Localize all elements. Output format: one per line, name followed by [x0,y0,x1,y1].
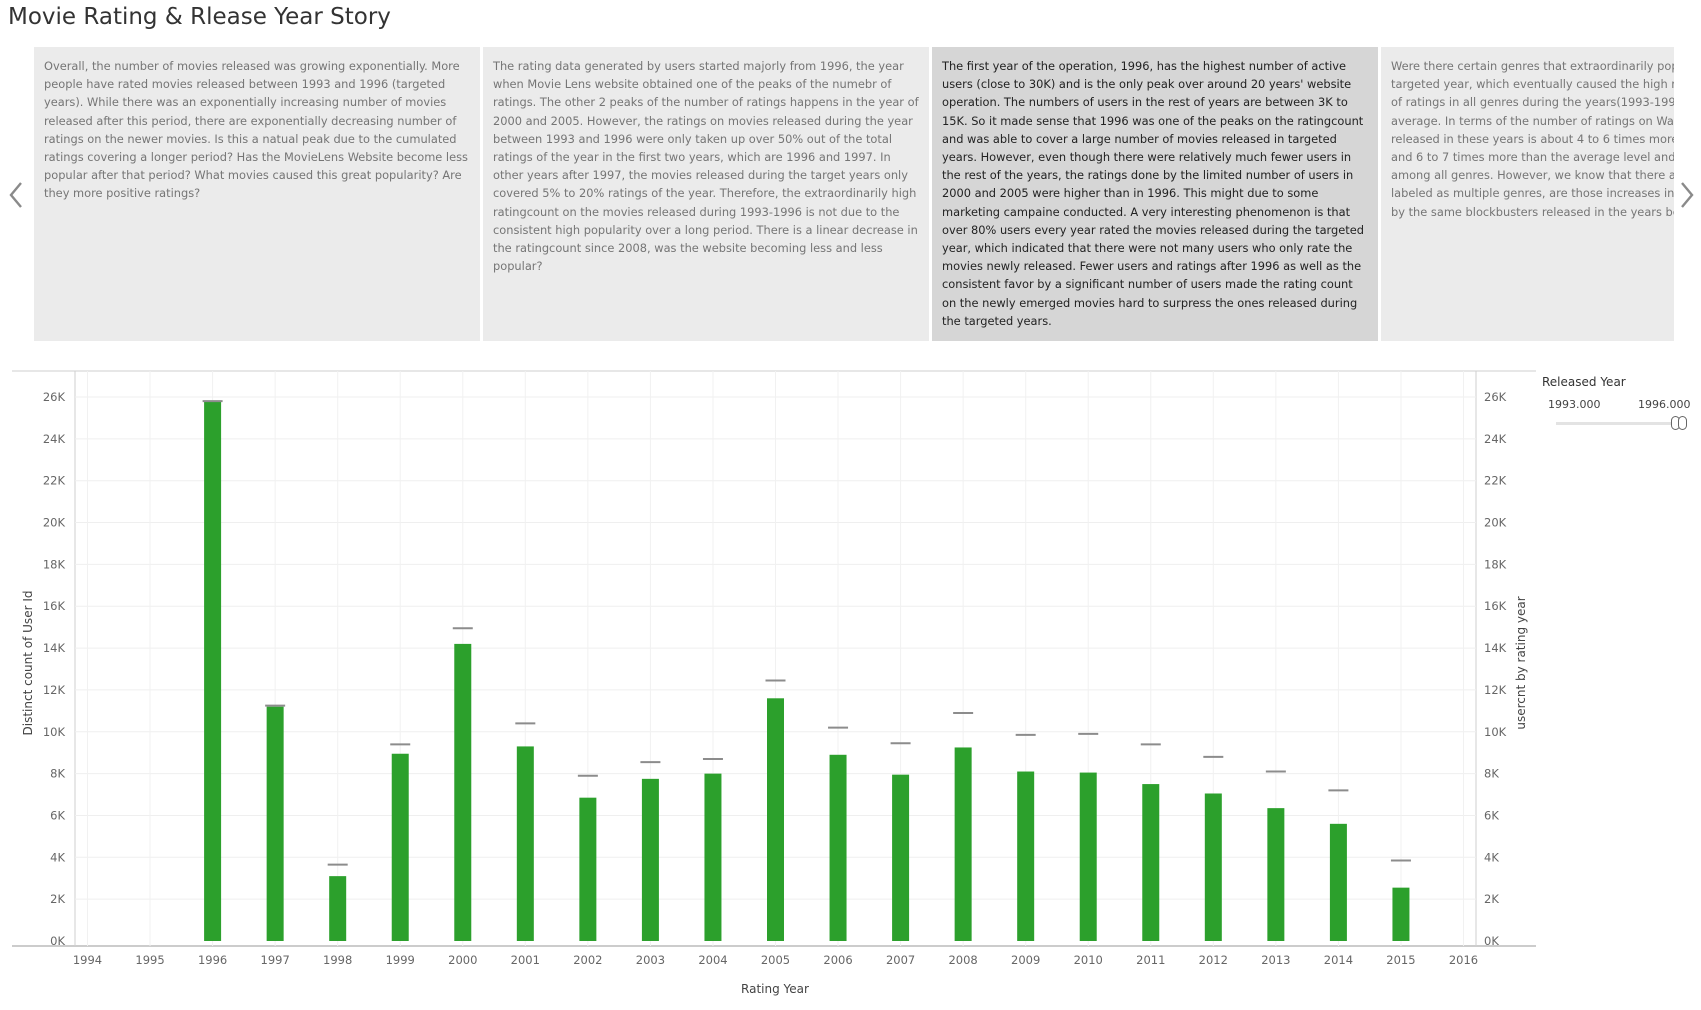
x-tick-label: 2003 [636,953,665,967]
x-tick-label: 1999 [386,953,415,967]
y-tick-label-left: 22K [43,474,66,488]
bar-2004 [704,773,722,941]
story-point-text: The rating data generated by users start… [493,59,919,274]
x-tick-label: 2016 [1449,953,1478,967]
y-tick-label-left: 2K [50,892,65,906]
bar-2012 [1204,793,1222,941]
x-axis-title: Rating Year [741,982,809,996]
bar-2011 [1142,784,1160,941]
bar-2000 [454,643,472,941]
x-tick-label: 2005 [761,953,790,967]
x-tick-label: 2007 [886,953,915,967]
x-tick-label: 2012 [1199,953,1228,967]
y-tick-label-right: 6K [1484,808,1499,822]
story-point-text: Overall, the number of movies released w… [44,59,468,201]
previous-story-point-button[interactable] [5,175,27,215]
y-tick-label-right: 0K [1484,934,1499,948]
filter-title: Released Year [1542,375,1626,389]
bar-2005 [767,698,784,941]
y-tick-label-right: 24K [1484,432,1507,446]
filter-max-value: 1996.000 [1638,398,1691,411]
y-tick-label-left: 8K [50,767,65,781]
y-tick-label-left: 16K [43,599,66,613]
story-point-2[interactable]: The rating data generated by users start… [483,47,929,341]
released-year-slider-track[interactable] [1556,422,1682,425]
bar-2009 [1017,771,1035,941]
x-tick-label: 2013 [1261,953,1290,967]
y-tick-label-left: 6K [50,808,65,822]
y-tick-label-right: 14K [1484,641,1507,655]
y-tick-label-right: 26K [1484,390,1507,404]
y-tick-label-left: 14K [43,641,66,655]
y-tick-label-right: 12K [1484,683,1507,697]
bar-2013 [1267,808,1285,941]
y-tick-label-left: 18K [43,557,66,571]
x-tick-label: 2002 [573,953,602,967]
y-tick-label-left: 10K [43,725,66,739]
y-tick-label-right: 2K [1484,892,1499,906]
y-tick-label-left: 0K [50,934,65,948]
x-tick-label: 1996 [198,953,227,967]
bar-2006 [829,754,847,941]
x-tick-label: 2000 [448,953,477,967]
y-tick-label-right: 18K [1484,557,1507,571]
bar-2015 [1392,887,1410,941]
story-point-4[interactable]: Were there certain genres that extraordi… [1381,47,1674,341]
y-tick-label-left: 24K [43,432,66,446]
bar-2001 [516,746,534,941]
y-tick-label-right: 4K [1484,850,1499,864]
x-tick-label: 2008 [948,953,977,967]
y-tick-label-right: 16K [1484,599,1507,613]
page-title: Movie Rating & Rlease Year Story [8,4,391,30]
story-navigator: Overall, the number of movies released w… [34,47,1674,341]
story-point-text: Were there certain genres that extraordi… [1391,59,1674,219]
bar-1998 [329,876,347,941]
bar-1997 [266,706,284,941]
filter-min-value: 1993.000 [1548,398,1601,411]
x-tick-label: 2015 [1386,953,1415,967]
story-point-1[interactable]: Overall, the number of movies released w… [34,47,480,341]
story-point-text: The first year of the operation, 1996, h… [942,59,1364,328]
y-tick-label-right: 20K [1484,516,1507,530]
y-axis-title-right: usercnt by rating year [1514,596,1528,729]
story-point-3[interactable]: The first year of the operation, 1996, h… [932,47,1378,341]
y-tick-label-left: 4K [50,850,65,864]
x-tick-label: 2010 [1074,953,1103,967]
x-tick-label: 2006 [823,953,852,967]
bar-2014 [1329,823,1347,941]
x-tick-label: 2001 [511,953,540,967]
bar-2002 [579,797,597,941]
x-tick-label: 2009 [1011,953,1040,967]
x-tick-label: 2011 [1136,953,1165,967]
x-tick-label: 1998 [323,953,352,967]
x-tick-label: 1994 [73,953,102,967]
rating-year-chart: 0K 0K 2K 2K 4K 4K 6K 6K 8K 8K 10K 10K 12K 12K 14K 14K 16… [12,370,1536,996]
y-tick-label-left: 12K [43,683,66,697]
y-axis-title-left: Distinct count of User Id [21,591,35,736]
bar-2010 [1079,772,1097,941]
bar-2007 [892,774,910,941]
y-tick-label-right: 8K [1484,767,1499,781]
y-tick-label-left: 26K [43,390,66,404]
x-tick-label: 2004 [698,953,727,967]
chevron-right-icon [1681,182,1694,208]
x-tick-label: 2014 [1324,953,1353,967]
x-tick-label: 1995 [135,953,164,967]
chevron-left-icon [9,182,22,208]
bar-1999 [391,753,409,941]
y-tick-label-right: 22K [1484,474,1507,488]
released-year-max-handle[interactable] [1677,416,1687,430]
x-tick-label: 1997 [261,953,290,967]
y-tick-label-right: 10K [1484,725,1507,739]
bar-2003 [641,778,659,941]
y-tick-label-left: 20K [43,516,66,530]
bar-2008 [954,747,972,941]
bar-1996 [204,401,222,941]
next-story-point-button[interactable] [1676,175,1698,215]
